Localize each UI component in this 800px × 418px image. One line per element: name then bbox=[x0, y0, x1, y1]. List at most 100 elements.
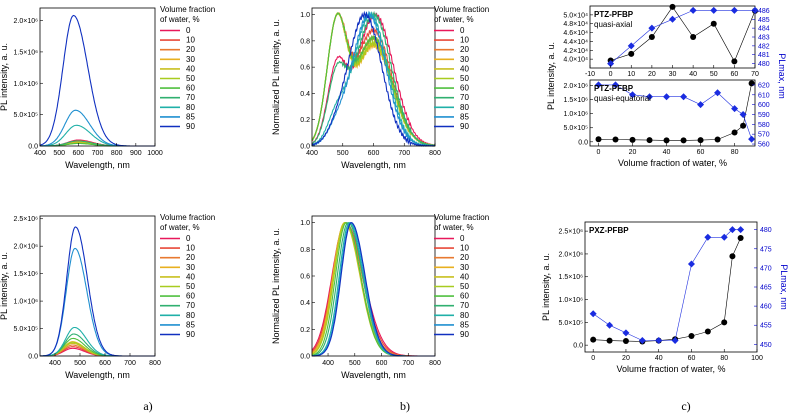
y-tick-label: 1.5×10⁶ bbox=[559, 274, 584, 281]
y-tick-label: 0.0 bbox=[28, 144, 38, 151]
legend-title: Volume fraction bbox=[160, 213, 215, 222]
y-tick-label: 1.5×10⁶ bbox=[14, 49, 39, 56]
legend-label: 40 bbox=[460, 272, 469, 281]
y-tick-label: 2.5×10⁶ bbox=[14, 216, 39, 223]
lambda-point bbox=[629, 91, 637, 99]
x-tick-label: 80 bbox=[720, 355, 728, 362]
legend-label: 40 bbox=[186, 64, 195, 73]
y2-tick-label: 486 bbox=[758, 8, 770, 15]
series-line-80 bbox=[311, 11, 435, 147]
legend-label: 0 bbox=[186, 234, 191, 243]
lambda-point bbox=[720, 233, 728, 241]
legend-label: 30 bbox=[460, 55, 469, 64]
intensity-point bbox=[612, 136, 619, 143]
c-top-y2-axis-label: PLmax, nm bbox=[777, 53, 787, 99]
chart-a-top: 400 500 600 700 800 900 10000.05.0×10⁵1.0×10⁶1… bbox=[0, 5, 215, 170]
y2-tick-label: 560 bbox=[758, 142, 770, 149]
legend-label: 60 bbox=[186, 292, 195, 301]
y-tick-label: 4.2×10⁴ bbox=[563, 48, 588, 55]
x-tick-label: 0 bbox=[597, 149, 601, 156]
panel-title: PTZ-PFBP bbox=[594, 10, 634, 19]
y-axis-label: Normalized PL intensity, a. u. bbox=[271, 19, 281, 135]
lambda-point bbox=[739, 110, 747, 118]
legend-label: 80 bbox=[186, 311, 195, 320]
y2-tick-label: 460 bbox=[760, 304, 772, 311]
intensity-point bbox=[704, 328, 711, 335]
x-tick-label: 500 bbox=[53, 150, 65, 157]
y-tick-label: 0.4 bbox=[300, 91, 310, 98]
x-tick-label: 80 bbox=[731, 149, 739, 156]
y2-tick-label: 465 bbox=[760, 285, 772, 292]
y-tick-label: 4.6×10⁴ bbox=[563, 30, 588, 37]
y-tick-label: 0.0 bbox=[300, 354, 310, 361]
legend-title: of water, % bbox=[434, 15, 474, 24]
y2-tick-label: 455 bbox=[760, 323, 772, 330]
legend-label: 50 bbox=[186, 282, 195, 291]
legend-label: 70 bbox=[460, 93, 469, 102]
x-axis-label: Volume fraction of water, % bbox=[616, 364, 725, 374]
y-tick-label: 0.8 bbox=[300, 247, 310, 254]
y2-axis-label: PLmax, nm bbox=[779, 264, 789, 310]
y-tick-label: 5.0×10⁵ bbox=[13, 112, 38, 119]
x-tick-label: 70 bbox=[751, 71, 759, 78]
legend-label: 60 bbox=[460, 84, 469, 93]
legend-label: 70 bbox=[460, 301, 469, 310]
x-axis-label: Volume fraction of water, % bbox=[618, 158, 727, 168]
x-tick-label: 1000 bbox=[147, 150, 163, 157]
legend-label: 85 bbox=[460, 112, 469, 121]
y-tick-label: 2.0×10⁶ bbox=[564, 83, 589, 90]
x-tick-label: 30 bbox=[669, 71, 677, 78]
x-tick-label: 0 bbox=[609, 71, 613, 78]
legend-label: 10 bbox=[460, 36, 469, 45]
y-tick-label: 5.0×10⁵ bbox=[558, 320, 583, 327]
lambda-point bbox=[748, 135, 756, 143]
intensity-point bbox=[710, 20, 717, 27]
lambda-point bbox=[663, 93, 671, 101]
legend-label: 85 bbox=[186, 320, 195, 329]
intensity-point bbox=[590, 336, 597, 343]
x-axis-label: Wavelength, nm bbox=[65, 370, 130, 380]
panel-subtitle: quasi-axial bbox=[594, 20, 632, 29]
y2-tick-label: 450 bbox=[760, 342, 772, 349]
x-tick-label: 60 bbox=[730, 71, 738, 78]
x-tick-label: 600 bbox=[376, 360, 388, 367]
lambda-point bbox=[638, 337, 646, 345]
intensity-point bbox=[628, 50, 635, 57]
y-tick-label: 0.0 bbox=[28, 354, 38, 361]
legend-label: 0 bbox=[186, 26, 191, 35]
y2-tick-label: 570 bbox=[758, 132, 770, 139]
y-tick-label: 1.0×10⁶ bbox=[14, 81, 39, 88]
lambda-point bbox=[646, 93, 654, 101]
series-line-90 bbox=[40, 226, 155, 357]
lambda-point bbox=[730, 6, 738, 14]
legend-title: of water, % bbox=[434, 223, 474, 232]
x-axis-label: Wavelength, nm bbox=[65, 160, 130, 170]
legend-label: 30 bbox=[186, 263, 195, 272]
y2-tick-label: 482 bbox=[758, 43, 770, 50]
plot-frame bbox=[584, 221, 758, 353]
legend-label: 0 bbox=[460, 26, 465, 35]
chart-b-top: 400 500 600 700 8000.00.20.40.60.81.0Wavelen… bbox=[271, 5, 489, 170]
lambda-point bbox=[622, 329, 630, 337]
legend-title: Volume fraction bbox=[434, 213, 489, 222]
legend-label: 20 bbox=[460, 253, 469, 262]
y-tick-label: 2.5×10⁶ bbox=[559, 229, 584, 236]
x-tick-label: 400 bbox=[49, 360, 61, 367]
legend-title: Volume fraction bbox=[434, 5, 489, 14]
x-tick-label: 600 bbox=[72, 150, 84, 157]
y2-tick-label: 580 bbox=[758, 122, 770, 129]
x-tick-label: -10 bbox=[585, 71, 595, 78]
x-tick-label: 50 bbox=[710, 71, 718, 78]
lambda-point bbox=[731, 105, 739, 113]
chart-a-bottom: 400 500 600 700 8000.05.0×10⁵1.0×10⁶1.5×10⁶2… bbox=[0, 213, 215, 380]
x-tick-label: 500 bbox=[74, 360, 86, 367]
plot-frame bbox=[589, 79, 756, 147]
legend-label: 0 bbox=[460, 234, 465, 243]
series-line-90 bbox=[39, 14, 155, 147]
y-tick-label: 0.4 bbox=[300, 300, 310, 307]
legend-label: 60 bbox=[460, 292, 469, 301]
legend-label: 80 bbox=[186, 103, 195, 112]
y-axis-label: Normalized PL intensity, a. u. bbox=[271, 228, 281, 344]
y2-tick-label: 480 bbox=[760, 227, 772, 234]
